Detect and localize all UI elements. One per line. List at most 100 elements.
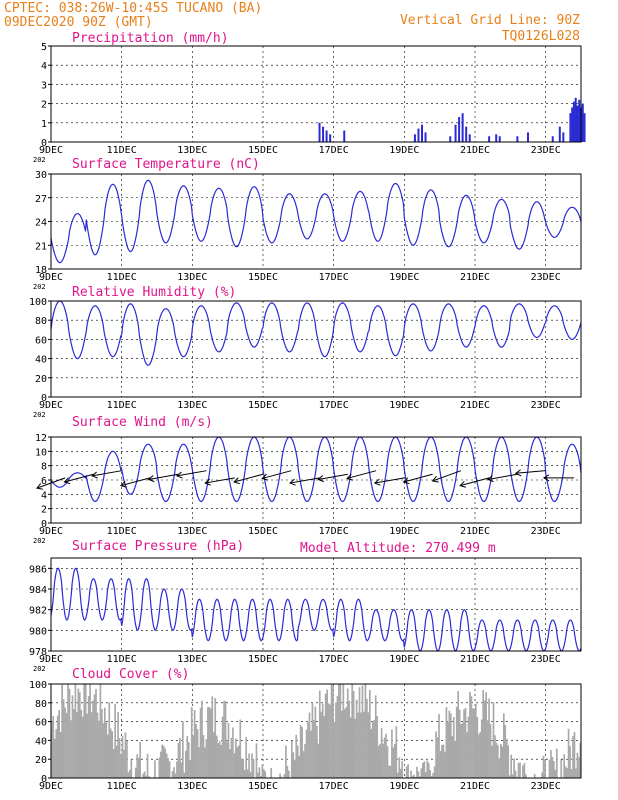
cloud-bar — [550, 750, 552, 778]
cloud-bar — [78, 692, 81, 778]
cloud-bar — [207, 707, 209, 778]
cloud-bar — [220, 744, 222, 778]
cloud-bar — [279, 773, 281, 778]
xtick-wind: 11DEC — [107, 526, 137, 537]
ytick-wind: 4 — [41, 490, 47, 501]
cloud-bar — [445, 707, 448, 778]
cloud-bar — [363, 711, 365, 778]
cloud-bar — [321, 703, 324, 778]
wind-vector-head — [261, 473, 269, 481]
xtick-rh: 21DEC — [460, 400, 490, 411]
ytick-cloud: 60 — [35, 718, 47, 729]
cloud-bar — [134, 767, 137, 778]
xtick-pres: 9DEC — [39, 654, 63, 665]
cloud-bar — [341, 710, 343, 778]
panel-title-wind: Surface Wind (m/s) — [72, 415, 213, 430]
cloud-bar — [369, 689, 371, 778]
cloud-bar — [454, 740, 457, 778]
cloud-bar — [240, 758, 243, 778]
cloud-bar — [101, 709, 103, 778]
wind-vector-head — [147, 475, 155, 483]
panel-frame-temp — [50, 173, 582, 270]
cloud-bar — [429, 770, 432, 778]
precip-bar — [527, 132, 529, 142]
cloud-bar — [575, 768, 577, 778]
cloud-bar — [84, 684, 87, 778]
cloud-bar — [444, 751, 446, 778]
cloud-bar — [473, 708, 476, 778]
precip-bar — [572, 101, 575, 142]
cloud-bar — [218, 741, 221, 778]
wind-vector-head — [431, 475, 439, 483]
cloud-bar — [117, 711, 119, 778]
cloud-bar — [411, 775, 414, 778]
cloud-bar — [102, 723, 105, 778]
cloud-bar — [541, 772, 543, 778]
wind-vector-head — [289, 478, 296, 486]
precip-bar — [325, 130, 328, 142]
xtick-temp: 23DEC — [531, 272, 561, 283]
cloud-bar — [317, 743, 320, 778]
cloud-bar — [148, 776, 150, 778]
cloud-bar — [95, 688, 97, 778]
cloud-bar — [111, 731, 114, 778]
cloud-bar — [227, 722, 230, 778]
cloud-bar — [83, 684, 86, 778]
cloud-bar — [516, 776, 518, 778]
cloud-bar — [232, 727, 234, 778]
wind-vector-head — [542, 474, 550, 482]
cloud-bar — [159, 751, 162, 778]
xtick-year-temp: 202 — [33, 283, 46, 291]
panel-wind: Surface Wind (m/s) 0 2 4 6 8 10 12 9DEC 11DEC 13DE… — [33, 415, 582, 545]
cloud-bar — [510, 754, 513, 778]
cloud-bar — [352, 690, 355, 778]
cloud-bar — [364, 684, 367, 778]
ytick-wind: 6 — [41, 476, 47, 487]
xtick-pres: 15DEC — [248, 654, 278, 665]
panel-frame-precip — [50, 45, 582, 143]
precip-bar — [318, 122, 321, 142]
cloud-bar — [98, 720, 100, 778]
cloud-bar — [204, 747, 206, 778]
xtick-rh: 13DEC — [177, 400, 207, 411]
xtick-temp: 17DEC — [319, 272, 349, 283]
panel-precip: Precipitation (mm/h) 0 1 2 3 4 5 9DEC 11DEC 13DEC… — [33, 31, 586, 164]
xtick-cloud: 11DEC — [107, 781, 137, 792]
cloud-bar — [485, 692, 487, 778]
xtick-pres: 19DEC — [389, 654, 419, 665]
xtick-precip: 23DEC — [531, 145, 561, 156]
wind-vector — [289, 477, 320, 484]
xtick-cloud: 17DEC — [319, 781, 349, 792]
cloud-bar — [332, 685, 334, 778]
cloud-bar — [264, 771, 267, 778]
cloud-bar — [566, 768, 568, 778]
ytick-rh: 20 — [35, 374, 47, 385]
cloud-bar — [439, 751, 442, 778]
ytick-wind: 12 — [35, 433, 47, 444]
wind-vector — [205, 477, 235, 484]
cloud-bar — [508, 775, 511, 778]
cloud-bar — [162, 745, 165, 778]
cloud-bar — [223, 700, 225, 778]
cloud-bar — [339, 684, 342, 778]
wind-vector-head — [459, 480, 467, 488]
panel-frame-wind — [50, 436, 582, 524]
wind-vector — [374, 477, 405, 484]
cloud-bar — [221, 716, 224, 778]
xtick-temp: 21DEC — [460, 272, 490, 283]
ytick-rh: 80 — [35, 316, 47, 327]
cloud-bar — [517, 763, 520, 778]
wind-vector-head — [120, 480, 127, 488]
cloud-bar — [367, 712, 370, 778]
series-line-temp — [50, 179, 582, 264]
xtick-year-pres: 202 — [33, 665, 46, 673]
wind-vector — [432, 470, 462, 482]
cloud-bar — [224, 701, 227, 778]
cloud-bar — [423, 761, 426, 778]
cloud-bar — [261, 764, 264, 778]
xtick-cloud: 13DEC — [177, 781, 207, 792]
cloud-bar — [467, 716, 470, 778]
ytick-precip: 0 — [41, 138, 47, 149]
cloud-bar — [263, 769, 265, 778]
cloud-bar — [77, 688, 80, 778]
